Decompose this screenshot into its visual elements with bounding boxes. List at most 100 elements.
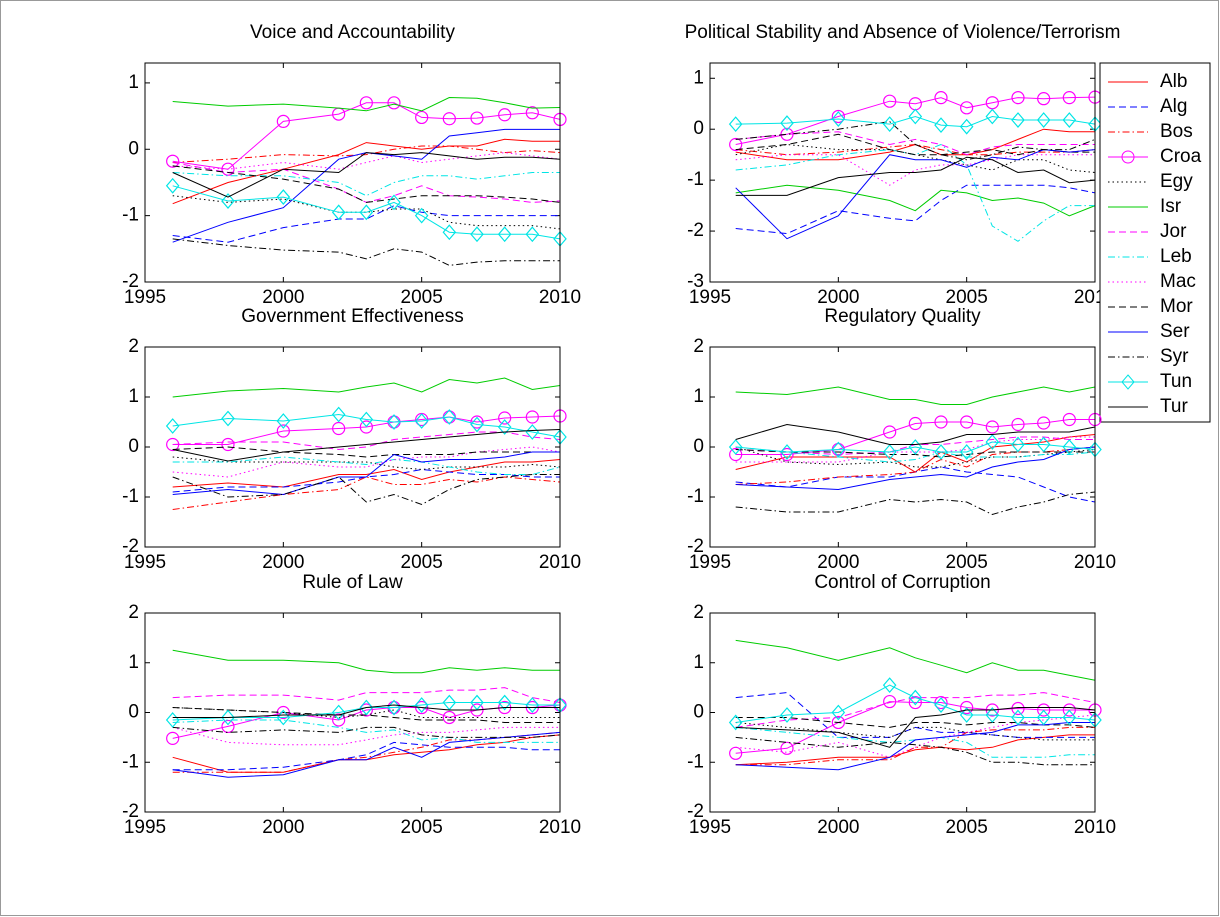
marker <box>831 441 846 458</box>
y-tick-label: -2 <box>122 536 139 557</box>
marker <box>221 719 235 734</box>
marker <box>331 204 346 221</box>
x-tick-label: 2000 <box>262 817 304 838</box>
y-tick-label: 1 <box>128 72 139 93</box>
marker <box>331 704 346 721</box>
marker <box>414 207 429 224</box>
series-line <box>172 649 560 674</box>
series-line <box>735 449 1095 458</box>
series-line <box>735 491 1096 516</box>
y-tick-label: -1 <box>122 205 139 226</box>
marker <box>276 424 290 438</box>
legend-label: Jor <box>1160 221 1187 242</box>
marker <box>442 409 457 425</box>
x-tick-label: 2010 <box>539 287 581 308</box>
marker <box>883 694 897 709</box>
series-line <box>735 722 1095 741</box>
marker <box>221 709 235 726</box>
series-line <box>172 476 561 510</box>
marker <box>1011 709 1025 726</box>
marker <box>883 425 897 439</box>
marker <box>1062 703 1076 717</box>
series-line <box>735 423 1096 445</box>
axes-background <box>710 347 1095 547</box>
marker <box>415 110 429 125</box>
marker <box>498 411 512 425</box>
marker <box>908 108 923 125</box>
marker <box>387 414 401 430</box>
marker <box>831 715 845 730</box>
plot-area <box>728 90 1102 242</box>
y-tick-label: 2 <box>693 336 704 357</box>
y-tick-label: -1 <box>687 169 704 190</box>
marker <box>729 746 743 760</box>
axes-box <box>144 346 561 548</box>
y-tick-label: 1 <box>128 652 139 673</box>
marker <box>415 700 429 715</box>
series-line <box>172 431 561 451</box>
series-line <box>172 687 561 703</box>
marker <box>831 111 846 127</box>
legend-label: Leb <box>1160 246 1192 267</box>
series-line <box>735 446 1096 491</box>
y-tick-label: 1 <box>693 652 704 673</box>
panel-title: Voice and Accountability <box>250 22 455 43</box>
marker <box>960 700 974 715</box>
marker <box>497 694 512 711</box>
marker <box>331 406 346 423</box>
series-line <box>172 474 560 506</box>
x-tick-label: 1995 <box>689 817 731 838</box>
legend-label: Syr <box>1160 346 1189 367</box>
marker <box>934 91 948 105</box>
series-line <box>172 456 561 471</box>
panel-title: Control of Corruption <box>814 572 990 593</box>
series-line <box>735 692 1096 728</box>
marker <box>959 707 974 723</box>
series-line <box>735 466 1096 503</box>
y-tick-label: 1 <box>693 67 704 88</box>
x-tick-label: 2010 <box>539 817 581 838</box>
plot-area <box>165 96 567 266</box>
series-line <box>735 707 1096 748</box>
y-tick-label: -2 <box>687 220 704 241</box>
x-tick-label: 2010 <box>539 552 581 573</box>
legend-label: Alg <box>1160 96 1187 117</box>
marker <box>221 410 235 427</box>
marker <box>908 416 922 431</box>
series-line <box>735 701 1095 754</box>
axes-background <box>145 63 560 282</box>
marker <box>1011 436 1025 453</box>
x-tick-label: 2000 <box>817 552 859 573</box>
marker <box>359 411 374 428</box>
y-tick-label: -1 <box>122 751 139 772</box>
marker <box>780 444 794 460</box>
series-line <box>735 434 1096 473</box>
marker <box>728 439 743 455</box>
series-line <box>172 456 561 475</box>
legend-label: Tur <box>1160 396 1188 417</box>
x-tick-label: 2005 <box>946 287 988 308</box>
marker <box>1011 112 1025 128</box>
series-line <box>172 205 560 243</box>
x-tick-label: 2005 <box>946 817 988 838</box>
marker <box>387 96 401 110</box>
marker <box>359 96 373 110</box>
series-line <box>735 143 1096 156</box>
series-line <box>172 468 560 493</box>
series-line <box>735 684 1096 723</box>
series-line <box>172 145 561 163</box>
series-line <box>735 639 1096 681</box>
marker <box>221 162 235 176</box>
marker <box>728 714 743 731</box>
series-line <box>172 185 561 240</box>
marker <box>166 731 180 745</box>
marker <box>882 444 897 460</box>
marker <box>414 697 429 713</box>
axes-box <box>144 62 561 283</box>
legend-label: Mac <box>1160 271 1196 292</box>
marker <box>729 137 743 152</box>
marker <box>882 116 897 133</box>
legend-label: Tun <box>1160 371 1192 392</box>
series-line <box>735 184 1096 217</box>
x-tick-label: 1995 <box>689 287 731 308</box>
